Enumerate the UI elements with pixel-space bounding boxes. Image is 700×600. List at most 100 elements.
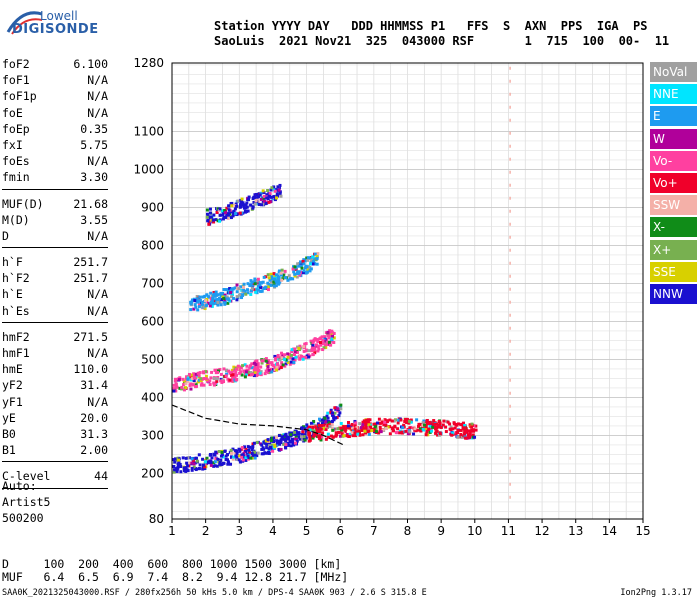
echo-point (277, 282, 281, 286)
echo-point (428, 424, 432, 428)
echo-point (185, 461, 189, 465)
echo-point (232, 368, 236, 372)
echo-point (252, 454, 256, 458)
echo-point (366, 426, 370, 430)
echo-point (462, 432, 466, 436)
echo-point (450, 433, 454, 437)
echo-point (219, 303, 223, 307)
echo-point (276, 185, 280, 189)
echo-point (290, 353, 294, 357)
echo-point (329, 422, 333, 426)
echo-point (249, 456, 253, 460)
echo-point (302, 262, 306, 266)
echo-point (255, 373, 259, 377)
echo-point (327, 421, 331, 425)
echo-point (345, 426, 349, 430)
echo-point (218, 219, 222, 223)
echo-point (200, 382, 204, 386)
echo-point (213, 368, 217, 372)
echo-point (459, 432, 463, 436)
echo-point (216, 457, 220, 461)
echo-point (315, 257, 319, 261)
echo-point (366, 420, 370, 424)
echo-point (253, 456, 257, 460)
echo-point (437, 423, 441, 427)
x-tick-label: 13 (568, 524, 583, 538)
echo-point (330, 423, 334, 427)
echo-point (252, 280, 256, 284)
echo-point (372, 427, 376, 431)
echo-point (208, 383, 212, 387)
echo-point (283, 353, 287, 357)
echo-point (458, 435, 462, 439)
echo-point (202, 305, 206, 309)
echo-point (329, 343, 333, 347)
echo-point (242, 282, 246, 286)
echo-point (204, 299, 208, 303)
echo-point (252, 450, 256, 454)
echo-point (195, 294, 199, 298)
echo-point (439, 425, 443, 429)
echo-point (316, 430, 320, 434)
param-value: N/A (87, 105, 108, 120)
echo-point (384, 425, 388, 429)
param-value: 251.7 (73, 271, 108, 286)
echo-point (415, 428, 419, 432)
echo-point (313, 345, 317, 349)
echo-point (192, 465, 196, 469)
echo-point (395, 431, 399, 435)
echo-point (364, 428, 368, 432)
echo-point (463, 429, 467, 433)
echo-point (184, 377, 188, 381)
echo-point (326, 435, 330, 439)
echo-point (408, 426, 412, 430)
echo-point (239, 370, 243, 374)
param-row: foEs N/A (2, 153, 108, 169)
echo-point (229, 216, 233, 220)
echo-point (456, 435, 460, 439)
echo-point (353, 419, 357, 423)
param-row: foF1p N/A (2, 88, 108, 104)
echo-point (309, 339, 313, 343)
echo-point (175, 385, 179, 389)
echo-point (433, 426, 437, 430)
echo-point (246, 209, 250, 213)
echo-point (276, 355, 280, 359)
echo-point (223, 208, 227, 212)
echo-point (197, 305, 201, 309)
echo-point (182, 383, 186, 387)
echo-point (336, 427, 340, 431)
echo-point (201, 457, 205, 461)
echo-point (318, 427, 322, 431)
echo-point (219, 291, 223, 295)
echo-point (208, 379, 212, 383)
echo-point (278, 192, 282, 196)
echo-point (335, 433, 339, 437)
echo-point (265, 451, 269, 455)
echo-point (336, 431, 340, 435)
param-row: D N/A (2, 228, 108, 244)
echo-point (267, 451, 271, 455)
echo-point (194, 468, 198, 472)
echo-point (229, 290, 233, 294)
echo-point (194, 305, 198, 309)
echo-point (305, 423, 309, 427)
echo-point (355, 426, 359, 430)
echo-point (245, 288, 249, 292)
echo-point (253, 282, 257, 286)
echo-points (171, 66, 511, 508)
header-labels: Station YYYY DAY DDD HHMMSS P1 FFS S AXN… (214, 19, 648, 33)
echo-point (268, 278, 272, 282)
echo-point (426, 433, 430, 437)
echo-point (184, 466, 188, 470)
echo-point (283, 269, 287, 273)
echo-point (280, 435, 284, 439)
param-separator (2, 487, 108, 495)
echo-point (319, 429, 323, 433)
echo-point (332, 418, 336, 422)
echo-point (354, 421, 358, 425)
echo-point (176, 458, 180, 462)
y-tick-label: 900 (141, 200, 164, 214)
x-tick-label: 9 (437, 524, 445, 538)
